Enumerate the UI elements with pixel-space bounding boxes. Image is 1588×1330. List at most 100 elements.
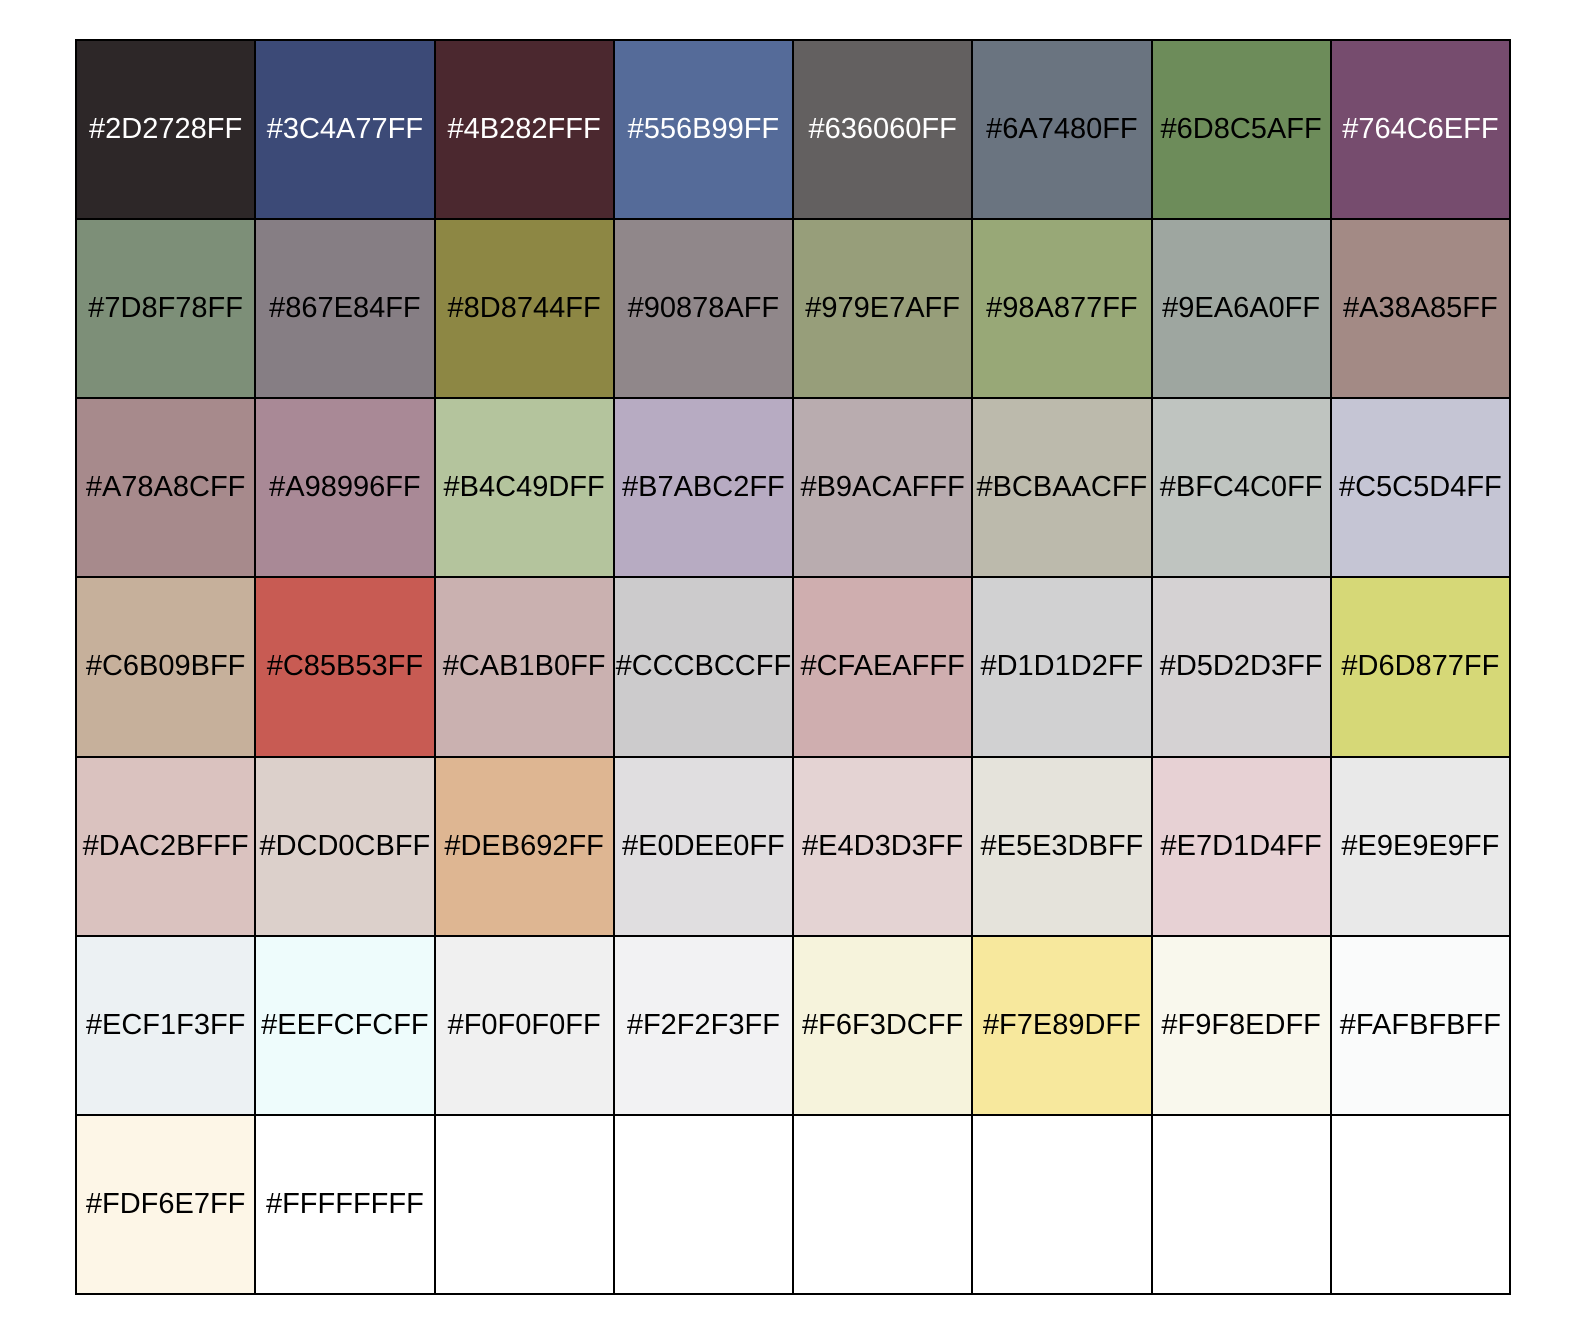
color-swatch: #F9F8EDFF (1152, 936, 1332, 1116)
color-swatch: #D6D877FF (1331, 578, 1511, 758)
swatch-hex-label: #EEFCFCFF (261, 1008, 429, 1041)
color-swatch: #B9ACAFFF (794, 399, 974, 579)
color-swatch: #6A7480FF (973, 41, 1153, 221)
color-swatch: #979E7AFF (794, 220, 974, 400)
color-swatch: #7D8F78FF (77, 220, 257, 400)
swatch-hex-label: #F0F0F0FF (447, 1008, 601, 1041)
color-swatch: #F6F3DCFF (794, 936, 974, 1116)
color-swatch: #F2F2F3FF (614, 936, 794, 1116)
swatch-hex-label: #6A7480FF (986, 113, 1138, 146)
swatch-hex-label: #E0DEE0FF (621, 829, 785, 862)
color-swatch: #764C6EFF (1331, 41, 1511, 221)
color-swatch: #FFFFFFFF (256, 1115, 436, 1295)
swatch-hex-label: #A98996FF (269, 471, 421, 504)
swatch-hex-label: #D5D2D3FF (1159, 650, 1323, 683)
swatch-hex-label: #90878AFF (627, 292, 780, 325)
color-swatch: #E7D1D4FF (1152, 757, 1332, 937)
swatch-hex-label: #FDF6E7FF (85, 1187, 246, 1220)
color-swatch: #DAC2BFFF (77, 757, 257, 937)
swatch-hex-label: #BCBAACFF (976, 471, 1148, 504)
swatch-hex-label: #CFAEAFFF (800, 650, 965, 683)
swatch-hex-label: #8D8744FF (447, 292, 601, 325)
color-swatch: #E9E9E9FF (1331, 757, 1511, 937)
swatch-hex-label: #E4D3D3FF (802, 829, 964, 862)
color-swatch: #2D2728FF (77, 41, 257, 221)
empty-cell (614, 1115, 794, 1295)
empty-cell (435, 1115, 615, 1295)
swatch-hex-label: #636060FF (808, 113, 957, 146)
color-swatch: #D5D2D3FF (1152, 578, 1332, 758)
empty-cell (1152, 1115, 1332, 1295)
color-swatch: #4B282FFF (435, 41, 615, 221)
color-swatch: #E4D3D3FF (794, 757, 974, 937)
color-swatch: #C85B53FF (256, 578, 436, 758)
color-swatch: #E5E3DBFF (973, 757, 1153, 937)
swatch-hex-label: #9EA6A0FF (1162, 292, 1321, 325)
swatch-hex-label: #F2F2F3FF (626, 1008, 780, 1041)
swatch-hex-label: #F9F8EDFF (1161, 1008, 1321, 1041)
color-swatch: #B7ABC2FF (614, 399, 794, 579)
swatch-hex-label: #A38A85FF (1342, 292, 1498, 325)
empty-cell (973, 1115, 1153, 1295)
swatch-hex-label: #FFFFFFFF (265, 1187, 424, 1220)
color-swatch: #6D8C5AFF (1152, 41, 1332, 221)
color-swatch: #A98996FF (256, 399, 436, 579)
color-swatch: #C5C5D4FF (1331, 399, 1511, 579)
color-swatch: #90878AFF (614, 220, 794, 400)
swatch-hex-label: #E5E3DBFF (980, 829, 1144, 862)
swatch-hex-label: #E7D1D4FF (1160, 829, 1322, 862)
color-swatch: #F7E89DFF (973, 936, 1153, 1116)
swatch-hex-label: #BFC4C0FF (1159, 471, 1323, 504)
swatch-hex-label: #979E7AFF (805, 292, 960, 325)
swatch-hex-label: #C6B09BFF (85, 650, 246, 683)
color-swatch: #E0DEE0FF (614, 757, 794, 937)
color-swatch: #98A877FF (973, 220, 1153, 400)
color-swatch: #CAB1B0FF (435, 578, 615, 758)
swatch-hex-label: #B4C49DFF (443, 471, 605, 504)
color-swatch: #CCCBCCFF (614, 578, 794, 758)
swatch-hex-label: #E9E9E9FF (1341, 829, 1500, 862)
color-swatch: #FAFBFBFF (1331, 936, 1511, 1116)
color-swatch: #ECF1F3FF (77, 936, 257, 1116)
color-swatch-grid: #2D2728FF #3C4A77FF #4B282FFF #556B99FF #636… (75, 39, 1511, 1295)
swatch-hex-label: #F6F3DCFF (802, 1008, 964, 1041)
swatch-hex-label: #2D2728FF (89, 113, 243, 146)
color-swatch: #B4C49DFF (435, 399, 615, 579)
swatch-hex-label: #3C4A77FF (266, 113, 424, 146)
color-swatch: #DEB692FF (435, 757, 615, 937)
swatch-hex-label: #FAFBFBFF (1339, 1008, 1501, 1041)
swatch-hex-label: #C85B53FF (266, 650, 424, 683)
color-swatch: #C6B09BFF (77, 578, 257, 758)
swatch-hex-label: #DCD0CBFF (259, 829, 431, 862)
color-swatch: #BFC4C0FF (1152, 399, 1332, 579)
swatch-hex-label: #D6D877FF (1341, 650, 1500, 683)
swatch-hex-label: #ECF1F3FF (85, 1008, 246, 1041)
swatch-hex-label: #98A877FF (986, 292, 1138, 325)
swatch-hex-label: #B7ABC2FF (621, 471, 785, 504)
color-swatch: #F0F0F0FF (435, 936, 615, 1116)
swatch-hex-label: #F7E89DFF (982, 1008, 1141, 1041)
color-swatch: #9EA6A0FF (1152, 220, 1332, 400)
swatch-hex-label: #764C6EFF (1342, 113, 1499, 146)
swatch-hex-label: #CCCBCCFF (615, 650, 792, 683)
swatch-hex-label: #DAC2BFFF (82, 829, 249, 862)
swatch-hex-label: #C5C5D4FF (1338, 471, 1502, 504)
color-swatch: #636060FF (794, 41, 974, 221)
color-swatch: #556B99FF (614, 41, 794, 221)
swatch-hex-label: #A78A8CFF (85, 471, 246, 504)
color-swatch: #A78A8CFF (77, 399, 257, 579)
color-swatch: #FDF6E7FF (77, 1115, 257, 1295)
swatch-hex-label: #CAB1B0FF (442, 650, 606, 683)
color-swatch: #8D8744FF (435, 220, 615, 400)
empty-cell (794, 1115, 974, 1295)
color-swatch: #867E84FF (256, 220, 436, 400)
color-swatch: #3C4A77FF (256, 41, 436, 221)
swatch-hex-label: #4B282FFF (447, 113, 601, 146)
color-swatch: #CFAEAFFF (794, 578, 974, 758)
swatch-hex-label: #556B99FF (627, 113, 780, 146)
swatch-hex-label: #6D8C5AFF (1160, 113, 1322, 146)
swatch-hex-label: #867E84FF (269, 292, 421, 325)
color-swatch: #BCBAACFF (973, 399, 1153, 579)
color-swatch: #DCD0CBFF (256, 757, 436, 937)
swatch-hex-label: #7D8F78FF (88, 292, 243, 325)
